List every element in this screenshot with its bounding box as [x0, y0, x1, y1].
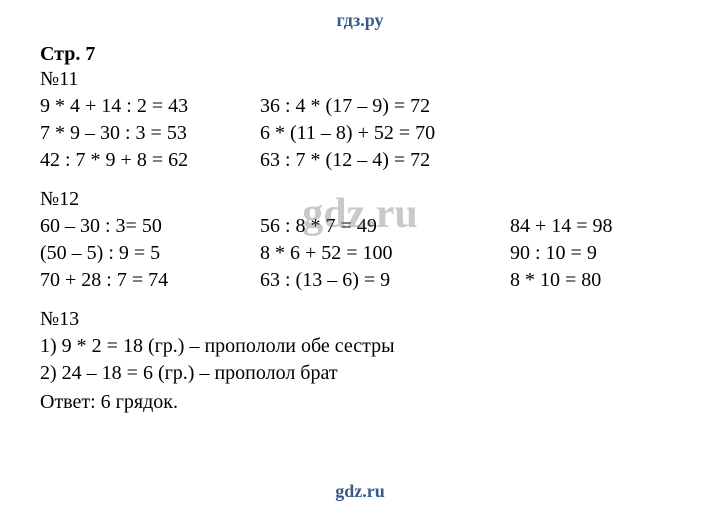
problem-11-cell: 36 : 4 * (17 – 9) = 72 — [260, 93, 510, 120]
problem-13-block: №13 1) 9 * 2 = 18 (гр.) – пропололи обе … — [40, 308, 680, 416]
problem-12-cell: (50 – 5) : 9 = 5 — [40, 240, 260, 267]
problem-13-label: №13 — [40, 308, 680, 331]
problem-11-label: №11 — [40, 68, 680, 91]
problem-13-line: 1) 9 * 2 = 18 (гр.) – пропололи обе сест… — [40, 333, 680, 360]
problem-12-cell: 56 : 8 * 7 = 49 — [260, 213, 510, 240]
problem-13-answer: Ответ: 6 грядок. — [40, 389, 680, 416]
problem-12-cell: 70 + 28 : 7 = 74 — [40, 267, 260, 294]
problem-13-line: 2) 24 – 18 = 6 (гр.) – прополол брат — [40, 360, 680, 387]
problem-12-block: №12 60 – 30 : 3= 50 56 : 8 * 7 = 49 84 +… — [40, 188, 680, 294]
problem-12-row: (50 – 5) : 9 = 5 8 * 6 + 52 = 100 90 : 1… — [40, 240, 680, 267]
problem-11-cell: 42 : 7 * 9 + 8 = 62 — [40, 147, 260, 174]
problem-12-row: 60 – 30 : 3= 50 56 : 8 * 7 = 49 84 + 14 … — [40, 213, 680, 240]
problem-12-cell: 60 – 30 : 3= 50 — [40, 213, 260, 240]
problem-11-row: 7 * 9 – 30 : 3 = 53 6 * (11 – 8) + 52 = … — [40, 120, 680, 147]
problem-12-cell: 90 : 10 = 9 — [510, 240, 597, 267]
problem-12-label: №12 — [40, 188, 680, 211]
problem-11-cell: 63 : 7 * (12 – 4) = 72 — [260, 147, 510, 174]
problem-11-block: Стр. 7 №11 9 * 4 + 14 : 2 = 43 36 : 4 * … — [40, 43, 680, 174]
problem-11-cell: 6 * (11 – 8) + 52 = 70 — [260, 120, 510, 147]
page-label: Стр. 7 — [40, 43, 680, 66]
header-logo: гдз.ру — [40, 10, 680, 31]
problem-11-row: 42 : 7 * 9 + 8 = 62 63 : 7 * (12 – 4) = … — [40, 147, 680, 174]
problem-11-cell: 9 * 4 + 14 : 2 = 43 — [40, 93, 260, 120]
problem-11-cell: 7 * 9 – 30 : 3 = 53 — [40, 120, 260, 147]
problem-12-row: 70 + 28 : 7 = 74 63 : (13 – 6) = 9 8 * 1… — [40, 267, 680, 294]
problem-12-cell: 8 * 10 = 80 — [510, 267, 601, 294]
footer-logo: gdz.ru — [335, 481, 385, 502]
problem-12-cell: 8 * 6 + 52 = 100 — [260, 240, 510, 267]
problem-11-row: 9 * 4 + 14 : 2 = 43 36 : 4 * (17 – 9) = … — [40, 93, 680, 120]
problem-12-cell: 84 + 14 = 98 — [510, 213, 613, 240]
problem-12-cell: 63 : (13 – 6) = 9 — [260, 267, 510, 294]
